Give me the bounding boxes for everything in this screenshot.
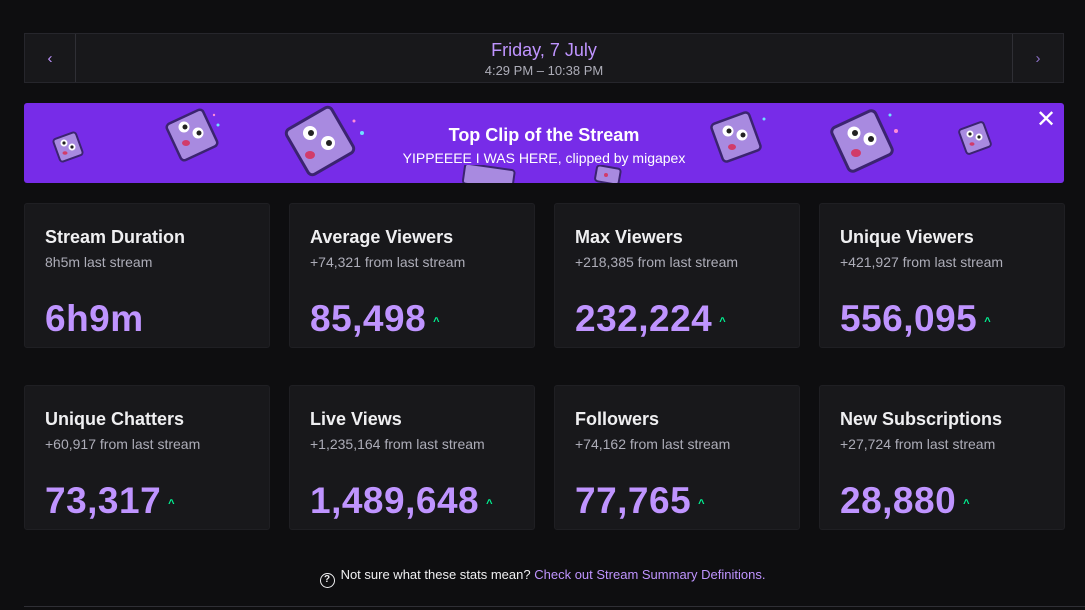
stat-value: 556,095 [840,298,978,339]
stream-date: Friday, 7 July [491,39,597,60]
trend-up-icon: ^ [698,498,705,510]
definitions-link[interactable]: Check out Stream Summary Definitions. [534,567,766,582]
date-navigator: ‹ Friday, 7 July 4:29 PM – 10:38 PM › [24,33,1064,83]
stat-title: Average Viewers [310,227,454,247]
stream-summary: ‹ Friday, 7 July 4:29 PM – 10:38 PM › [24,33,1065,530]
stat-value: 28,880 [840,480,957,521]
top-clip-subtitle[interactable]: YIPPEEEE I WAS HERE, clipped by migapex [402,150,686,166]
stat-delta: +60,917 from last stream [45,436,201,452]
chevron-right-icon: › [1035,49,1041,67]
trend-up-icon: ^ [168,498,175,510]
stat-title: Unique Chatters [45,409,185,429]
stream-time-range: 4:29 PM – 10:38 PM [484,62,604,78]
stat-title: New Subscriptions [840,409,1003,429]
question-circle-icon: ? [319,573,335,588]
divider [24,606,1085,607]
stat-card-unique-viewers: Unique Viewers +421,927 from last stream… [819,203,1065,348]
stat-title: Stream Duration [45,227,186,247]
stats-grid: Stream Duration 8h5m last stream 6h9m Av… [24,203,1065,530]
help-question: Not sure what these stats mean? [340,567,531,582]
stat-value: 85,498 [310,298,427,339]
close-icon: ✕ [1036,106,1057,133]
stat-value: 77,765 [575,480,692,521]
stat-title: Followers [575,409,660,429]
stat-card-new-subscriptions: New Subscriptions +27,724 from last stre… [819,385,1065,530]
stat-title: Unique Viewers [840,227,974,247]
trend-up-icon: ^ [984,316,991,328]
stat-delta: +27,724 from last stream [840,436,996,452]
next-stream-button[interactable]: › [1012,34,1063,82]
cube-mascot-icon [284,105,364,177]
stat-value: 6h9m [45,298,144,339]
stat-value: 1,489,648 [310,480,480,521]
previous-stream-button[interactable]: ‹ [25,34,76,82]
stat-card-unique-chatters: Unique Chatters +60,917 from last stream… [24,385,270,530]
stat-value: 73,317 [45,480,162,521]
stat-card-max-viewers: Max Viewers +218,385 from last stream 23… [554,203,800,348]
trend-up-icon: ^ [719,316,726,328]
cube-mascot-icon [461,165,516,183]
stat-delta: +218,385 from last stream [575,254,739,270]
stat-delta: +74,321 from last stream [310,254,466,270]
close-banner-button[interactable]: ✕ [1036,108,1056,132]
top-clip-info: Top Clip of the Stream YIPPEEEE I WAS HE… [24,125,1064,166]
top-clip-banner[interactable]: Top Clip of the Stream YIPPEEEE I WAS HE… [24,103,1064,183]
trend-up-icon: ^ [486,498,493,510]
stat-delta: 8h5m last stream [45,254,153,270]
stat-title: Max Viewers [575,227,683,247]
stat-card-live-views: Live Views +1,235,164 from last stream 1… [289,385,535,530]
stat-title: Live Views [310,409,402,429]
cube-mascot-icon [52,131,84,163]
cube-mascot-icon [830,109,898,173]
date-display: Friday, 7 July 4:29 PM – 10:38 PM [76,34,1012,82]
cube-mascot-icon [958,121,992,155]
stat-delta: +74,162 from last stream [575,436,731,452]
top-clip-title: Top Clip of the Stream [448,125,640,145]
stat-card-followers: Followers +74,162 from last stream 77,76… [554,385,800,530]
stat-card-average-viewers: Average Viewers +74,321 from last stream… [289,203,535,348]
stat-delta: +421,927 from last stream [840,254,1004,270]
cube-mascot-icon [710,111,766,163]
stat-value: 232,224 [575,298,713,339]
cube-mascot-icon [165,108,220,162]
cube-mascot-icon [594,165,622,183]
chevron-left-icon: ‹ [47,49,53,67]
trend-up-icon: ^ [433,316,440,328]
stat-card-stream-duration: Stream Duration 8h5m last stream 6h9m [24,203,270,348]
stats-help: ? Not sure what these stats mean? Check o… [0,567,1085,588]
trend-up-icon: ^ [963,498,970,510]
stat-delta: +1,235,164 from last stream [310,436,485,452]
